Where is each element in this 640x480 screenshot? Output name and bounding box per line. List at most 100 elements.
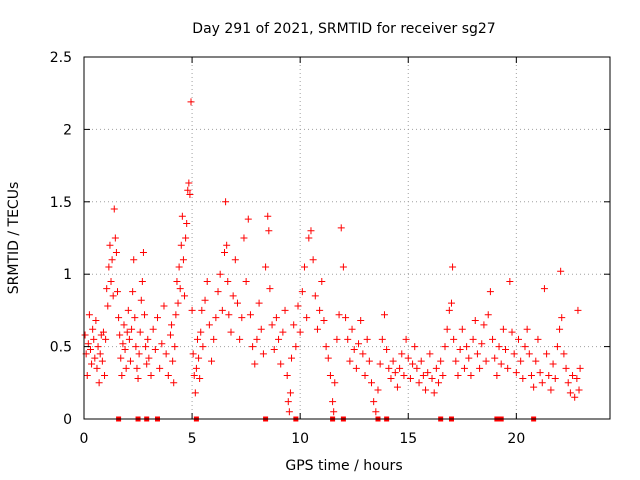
data-point bbox=[136, 328, 144, 336]
data-point bbox=[283, 372, 291, 380]
data-point bbox=[188, 306, 196, 314]
data-point bbox=[574, 306, 582, 314]
data-point bbox=[489, 335, 497, 343]
data-point bbox=[168, 321, 176, 329]
y-tick-label: 0 bbox=[63, 412, 72, 428]
data-point bbox=[346, 357, 354, 365]
data-point bbox=[294, 302, 302, 310]
data-point bbox=[175, 263, 183, 271]
data-point bbox=[376, 360, 384, 368]
data-point bbox=[368, 379, 376, 387]
data-point bbox=[566, 389, 574, 397]
data-point bbox=[432, 364, 440, 372]
data-point bbox=[476, 364, 484, 372]
data-point bbox=[484, 311, 492, 319]
data-point bbox=[422, 386, 430, 394]
data-point bbox=[199, 343, 207, 351]
data-point bbox=[164, 372, 172, 380]
data-point bbox=[89, 325, 97, 333]
data-point bbox=[151, 345, 159, 353]
data-point bbox=[493, 372, 501, 380]
data-point bbox=[525, 350, 533, 358]
data-point bbox=[569, 372, 577, 380]
data-point bbox=[227, 328, 235, 336]
data-point bbox=[309, 256, 317, 264]
data-point bbox=[265, 227, 273, 235]
data-point bbox=[426, 350, 434, 358]
data-point bbox=[279, 328, 287, 336]
data-point bbox=[292, 343, 300, 351]
data-point bbox=[298, 288, 306, 296]
data-point bbox=[393, 383, 401, 391]
axis-ticks bbox=[83, 56, 610, 420]
data-point bbox=[322, 343, 330, 351]
data-point bbox=[497, 360, 505, 368]
x-tick-label: 20 bbox=[507, 431, 525, 447]
data-point bbox=[123, 328, 131, 336]
data-point bbox=[439, 372, 447, 380]
data-point bbox=[534, 335, 542, 343]
data-point bbox=[277, 360, 285, 368]
data-point bbox=[172, 311, 180, 319]
data-point bbox=[143, 360, 151, 368]
data-point bbox=[208, 357, 216, 365]
data-point bbox=[296, 328, 304, 336]
data-point bbox=[313, 325, 321, 333]
data-point bbox=[85, 311, 93, 319]
data-point bbox=[270, 345, 278, 353]
chart-title: Day 291 of 2021, SRMTID for receiver sg2… bbox=[192, 21, 495, 37]
data-point bbox=[540, 285, 548, 293]
data-point bbox=[285, 408, 293, 416]
data-point bbox=[329, 398, 337, 406]
data-point bbox=[419, 372, 427, 380]
data-point bbox=[415, 379, 423, 387]
data-point bbox=[229, 292, 237, 300]
data-point bbox=[342, 314, 350, 322]
data-point bbox=[224, 277, 232, 285]
data-point bbox=[471, 317, 479, 325]
data-point bbox=[486, 288, 494, 296]
data-point bbox=[158, 340, 166, 348]
data-point bbox=[495, 343, 503, 351]
data-point bbox=[124, 306, 132, 314]
data-point bbox=[268, 321, 276, 329]
data-point bbox=[359, 350, 367, 358]
data-point bbox=[564, 379, 572, 387]
data-point bbox=[523, 325, 531, 333]
data-point bbox=[549, 360, 557, 368]
data-point bbox=[212, 314, 220, 322]
data-point bbox=[197, 328, 205, 336]
data-point bbox=[240, 234, 248, 242]
data-point bbox=[266, 285, 274, 293]
data-point bbox=[443, 325, 451, 333]
data-point bbox=[573, 374, 581, 382]
data-point bbox=[111, 234, 119, 242]
data-point bbox=[259, 350, 267, 358]
data-point bbox=[560, 350, 568, 358]
data-point bbox=[174, 299, 182, 307]
data-point bbox=[400, 372, 408, 380]
data-point bbox=[361, 372, 369, 380]
data-point bbox=[105, 263, 113, 271]
data-point bbox=[144, 335, 152, 343]
data-point bbox=[225, 311, 233, 319]
data-point bbox=[391, 369, 399, 377]
data-point bbox=[203, 277, 211, 285]
data-point bbox=[244, 215, 252, 223]
data-point bbox=[428, 374, 436, 382]
data-point bbox=[454, 372, 462, 380]
data-point bbox=[141, 311, 149, 319]
data-point bbox=[179, 256, 187, 264]
data-point bbox=[311, 292, 319, 300]
data-point bbox=[465, 354, 473, 362]
data-point bbox=[452, 357, 460, 365]
data-point bbox=[576, 364, 584, 372]
data-point bbox=[214, 288, 222, 296]
data-point bbox=[190, 372, 198, 380]
data-point bbox=[92, 317, 100, 325]
data-point bbox=[173, 277, 181, 285]
data-point bbox=[137, 296, 145, 304]
data-point bbox=[290, 321, 298, 329]
y-tick-label: 1 bbox=[63, 267, 72, 283]
data-point bbox=[83, 372, 91, 380]
